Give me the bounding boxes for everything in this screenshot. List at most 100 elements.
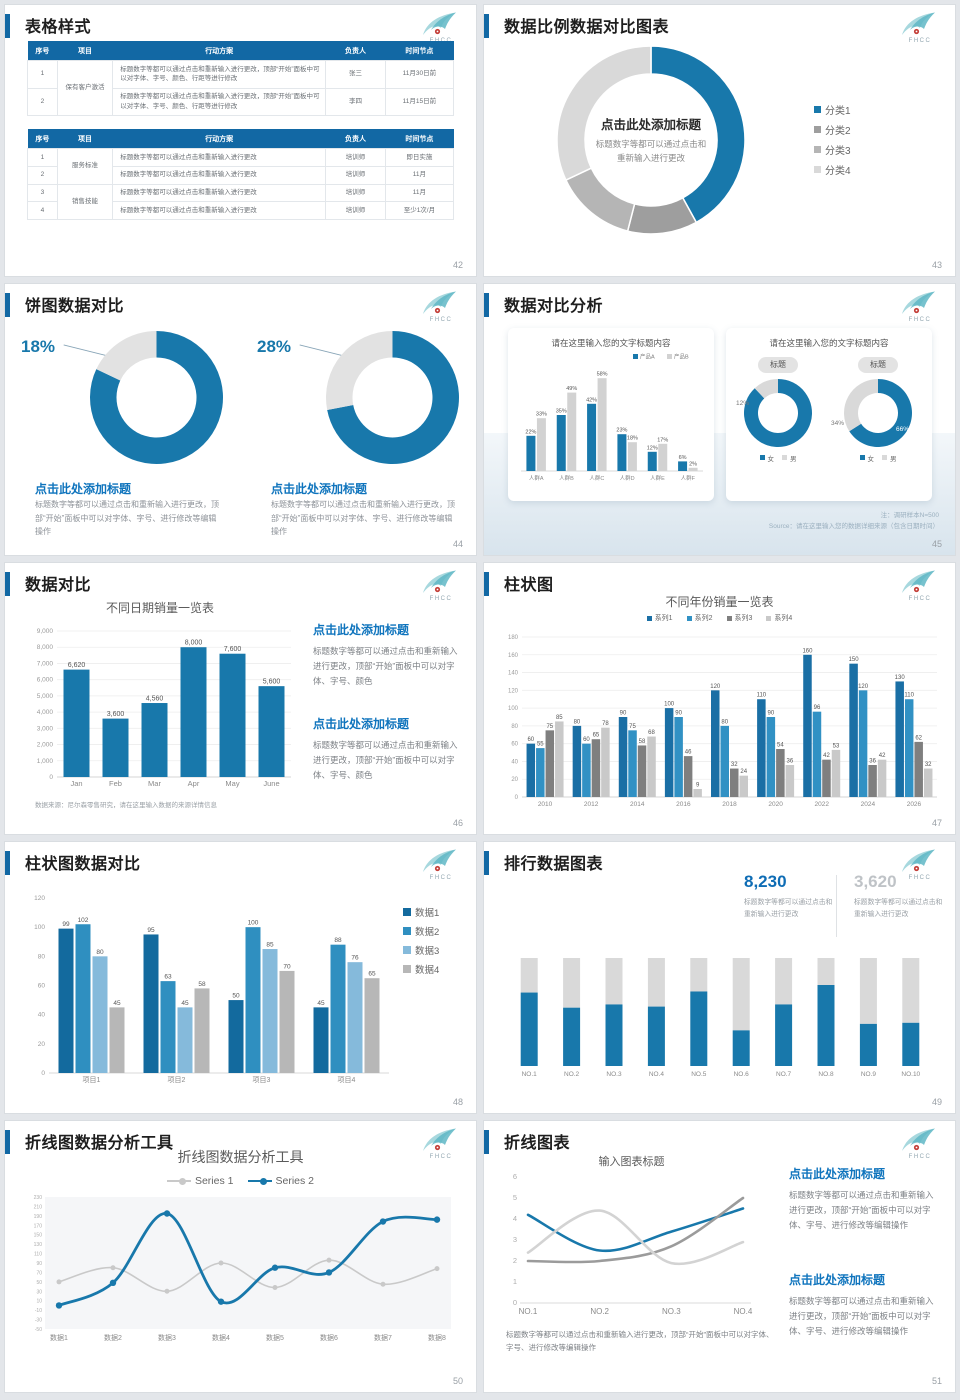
table-cell: 服务标准 bbox=[56, 148, 114, 185]
bar bbox=[776, 749, 785, 797]
svg-text:3,600: 3,600 bbox=[107, 711, 125, 718]
slide-44[interactable]: 饼图数据对比 FHCC 18% 点击此处添加标题 标题数字等都可以通过点击和重新… bbox=[5, 284, 476, 555]
svg-text:数据1: 数据1 bbox=[50, 1333, 68, 1342]
slide-51[interactable]: 折线图表 FHCC 输入图表标题 0 1 2 3 4 5 6 NO.1 NO.2 NO.3 NO.4… bbox=[484, 1121, 955, 1392]
column-remainder bbox=[817, 958, 835, 985]
donut-panel-left: 18% 点击此处添加标题 标题数字等都可以通过点击和重新输入进行更改，顶部“开始… bbox=[5, 284, 240, 555]
svg-text:数据7: 数据7 bbox=[374, 1333, 392, 1342]
svg-text:68: 68 bbox=[648, 730, 655, 736]
title-accent-bar bbox=[5, 293, 10, 317]
svg-text:80: 80 bbox=[38, 953, 46, 960]
table-header: 序号 bbox=[27, 41, 58, 61]
slide-47[interactable]: 柱状图 FHCC 不同年份销量一览表 系列1 系列2 系列3 系列4 0 20 40 60 8… bbox=[484, 563, 955, 834]
title-accent-bar bbox=[484, 14, 489, 38]
bar bbox=[582, 743, 591, 797]
svg-text:June: June bbox=[263, 779, 279, 788]
bar bbox=[730, 768, 739, 797]
table-cell: 4 bbox=[27, 201, 58, 220]
svg-text:产品B: 产品B bbox=[674, 353, 689, 361]
bar bbox=[219, 653, 246, 777]
card-title: 请在这里输入您的文字标题内容 bbox=[551, 338, 671, 348]
logo-text: FHCC bbox=[908, 596, 932, 602]
chart-title: 不同日期销量一览表 bbox=[105, 601, 214, 615]
svg-text:45: 45 bbox=[317, 1000, 325, 1007]
bar bbox=[785, 765, 795, 797]
card-title: 请在这里输入您的文字标题内容 bbox=[769, 338, 889, 348]
slide-42[interactable]: 表格样式 FHCC 序号项目行动方案负责人时间节点1保有客户激活标题数字等都可以… bbox=[5, 5, 476, 276]
column-value bbox=[732, 1030, 750, 1066]
caption-title: 点击此处添加标题 bbox=[271, 482, 368, 496]
donut-segment bbox=[326, 331, 393, 410]
svg-text:35%: 35% bbox=[556, 409, 567, 415]
svg-text:-30: -30 bbox=[35, 1318, 42, 1324]
percent-callout: 18% bbox=[21, 337, 56, 356]
svg-text:9,000: 9,000 bbox=[37, 628, 54, 635]
bar bbox=[143, 934, 159, 1073]
bar bbox=[637, 745, 647, 797]
page-number: 49 bbox=[931, 1097, 942, 1107]
table-cell: 标题数字等都可以通过点击和重新输入进行更改 bbox=[112, 201, 327, 220]
bar bbox=[245, 927, 261, 1073]
phoenix-icon bbox=[423, 12, 456, 35]
svg-text:46: 46 bbox=[685, 750, 692, 756]
svg-text:项目1: 项目1 bbox=[83, 1076, 101, 1084]
legend-item: 分类4 bbox=[814, 162, 851, 177]
svg-text:45: 45 bbox=[113, 1000, 121, 1007]
text-block: 点击此处添加标题 标题数字等都可以通过点击和重新输入进行更改，顶部“开始”面板中… bbox=[313, 621, 463, 689]
svg-text:NO.3: NO.3 bbox=[606, 1071, 622, 1078]
pill-label: 标题 bbox=[858, 356, 898, 373]
svg-text:2020: 2020 bbox=[768, 801, 783, 808]
svg-text:2%: 2% bbox=[689, 461, 697, 467]
legend-item: 数据1 bbox=[403, 905, 439, 919]
table-header: 行动方案 bbox=[112, 129, 326, 149]
page-number: 46 bbox=[452, 818, 463, 828]
bar bbox=[545, 730, 555, 797]
svg-text:数据5: 数据5 bbox=[266, 1333, 284, 1342]
column-remainder bbox=[859, 958, 877, 1024]
slide-46[interactable]: 数据对比 FHCC 不同日期销量一览表 0 1,000 2,000 3,000 4,00… bbox=[5, 563, 476, 834]
bar bbox=[279, 970, 295, 1073]
block-body: 标题数字等都可以通过点击和重新输入进行更改，顶部“开始”面板中可以对字体、字号、… bbox=[789, 1296, 934, 1336]
slide-45[interactable]: 数据对比分析 FHCC 请在这里输入您的文字标题内容 人群A 22% 33% 人群B 3… bbox=[484, 284, 955, 555]
legend-item: 男 bbox=[782, 453, 797, 463]
phoenix-icon bbox=[423, 570, 456, 593]
svg-text:90: 90 bbox=[36, 1261, 42, 1267]
table-header: 项目 bbox=[57, 129, 113, 149]
bar bbox=[591, 739, 601, 797]
svg-text:6%: 6% bbox=[679, 455, 687, 461]
bar bbox=[194, 988, 210, 1073]
logo-text: FHCC bbox=[429, 317, 453, 323]
table-row: 1 保有客户激活 标题数字等都可以通过点击和重新输入进行更改，顶部“开始”面板中可以… bbox=[27, 60, 455, 116]
logo-text: FHCC bbox=[429, 1154, 453, 1160]
note-line: Source：请在这里输入您的数据详细来源（包含日期时间） bbox=[768, 523, 939, 531]
svg-text:4: 4 bbox=[513, 1214, 517, 1223]
svg-text:0: 0 bbox=[41, 1070, 45, 1077]
title-accent-bar bbox=[484, 851, 489, 875]
slide-50[interactable]: 折线图数据分析工具 FHCC 折线图数据分析工具 Series 1 Series … bbox=[5, 1121, 476, 1392]
bar bbox=[160, 981, 176, 1073]
donut-segment bbox=[96, 331, 157, 381]
page-number: 50 bbox=[452, 1376, 463, 1386]
company-logo: FHCC bbox=[418, 569, 464, 603]
grouped-bar-chart: 0204060801001201401601802010605575852012… bbox=[508, 635, 937, 808]
block-title: 点击此处添加标题 bbox=[313, 717, 410, 731]
svg-text:0: 0 bbox=[513, 1298, 517, 1307]
slide-49[interactable]: 排行数据图表 FHCC 8,230 标题数字等都可以通过点击和重新输入进行更改 … bbox=[484, 842, 955, 1113]
stacked-column-chart: NO.1 NO.2 NO.3 NO.4 NO.5 NO.6 NO.7 NO.8 NO.9 NO.1… bbox=[520, 958, 921, 1078]
slide-48[interactable]: 柱状图数据对比 FHCC 0 20 40 60 80 100 120 项目1 99 102 80 45… bbox=[5, 842, 476, 1113]
slide-title: 折线图数据分析工具 bbox=[25, 1135, 174, 1152]
company-logo: FHCC bbox=[897, 569, 943, 603]
block-title: 点击此处添加标题 bbox=[789, 1273, 886, 1287]
column-value bbox=[520, 992, 538, 1066]
svg-text:NO.7: NO.7 bbox=[776, 1071, 792, 1078]
bar bbox=[572, 725, 582, 797]
bar bbox=[895, 681, 904, 797]
svg-text:130: 130 bbox=[34, 1242, 43, 1248]
slide-43[interactable]: 数据比例数据对比图表 FHCC 点击此处添加标题 标题数字等都可以通过点击和重新… bbox=[484, 5, 955, 276]
chart-legend: 分类1 分类2 分类3 分类4 bbox=[814, 97, 851, 182]
svg-text:3: 3 bbox=[513, 1235, 517, 1244]
line-series bbox=[57, 1212, 439, 1307]
bar bbox=[647, 736, 656, 797]
svg-text:63: 63 bbox=[164, 974, 172, 981]
svg-text:-50: -50 bbox=[35, 1327, 42, 1333]
